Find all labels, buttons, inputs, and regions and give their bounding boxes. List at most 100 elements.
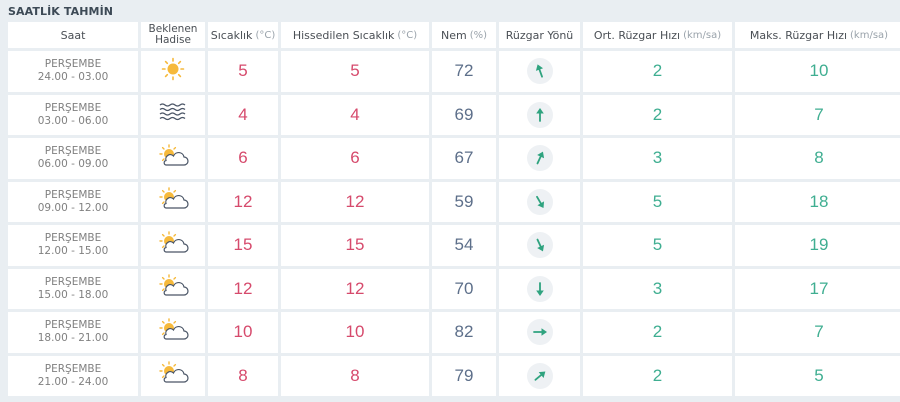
row-feels-like: 8 bbox=[281, 355, 429, 396]
wind-arrow-icon bbox=[535, 281, 544, 296]
row-humidity: 54 bbox=[432, 225, 496, 266]
row-day: PERŞEMBE bbox=[44, 362, 102, 375]
max-wind-value: 19 bbox=[809, 235, 829, 255]
header-sicaklik-label: Sıcaklık bbox=[210, 28, 253, 42]
header-ort-ruzgar: Ort. Rüzgar Hızı (km/sa) bbox=[583, 22, 732, 48]
header-sicaklik: Sıcaklık (°C) bbox=[208, 22, 278, 48]
max-wind-value: 7 bbox=[814, 322, 824, 342]
row-wind-direction bbox=[499, 181, 580, 222]
max-wind-value: 10 bbox=[809, 61, 829, 81]
header-hadise: Beklenen Hadise bbox=[141, 22, 205, 48]
header-ruzgar-yonu-label: Rüzgar Yönü bbox=[505, 28, 574, 42]
row-avg-wind: 5 bbox=[583, 225, 732, 266]
humidity-value: 72 bbox=[454, 61, 474, 81]
header-ort-ruzgar-label: Ort. Rüzgar Hızı bbox=[593, 28, 681, 42]
row-feels-like: 12 bbox=[281, 181, 429, 222]
row-temperature: 15 bbox=[208, 225, 278, 266]
max-wind-value: 17 bbox=[809, 278, 829, 298]
wind-direction-badge bbox=[526, 319, 553, 346]
feels-like-value: 15 bbox=[345, 235, 365, 255]
row-avg-wind: 2 bbox=[583, 355, 732, 396]
header-maks-ruzgar: Maks. Rüzgar Hızı (km/sa) bbox=[735, 22, 900, 48]
wind-direction-badge bbox=[526, 58, 553, 85]
row-temperature: 6 bbox=[208, 138, 278, 179]
row-max-wind: 19 bbox=[735, 225, 900, 266]
row-humidity: 79 bbox=[432, 355, 496, 396]
row-temperature: 10 bbox=[208, 312, 278, 353]
partly-cloudy-icon bbox=[156, 144, 190, 173]
row-wind-direction bbox=[499, 138, 580, 179]
row-time: PERŞEMBE 18.00 - 21.00 bbox=[8, 312, 138, 353]
temperature-value: 4 bbox=[238, 104, 248, 124]
row-day: PERŞEMBE bbox=[44, 58, 102, 71]
row-time-range: 24.00 - 03.00 bbox=[37, 71, 109, 84]
row-max-wind: 7 bbox=[735, 312, 900, 353]
avg-wind-value: 2 bbox=[652, 322, 663, 342]
wind-direction-badge bbox=[526, 188, 553, 215]
row-weather bbox=[141, 51, 205, 92]
row-max-wind: 7 bbox=[735, 94, 900, 135]
row-time-range: 09.00 - 12.00 bbox=[37, 201, 109, 214]
avg-wind-value: 3 bbox=[652, 148, 663, 168]
row-humidity: 67 bbox=[432, 138, 496, 179]
humidity-value: 67 bbox=[454, 148, 474, 168]
row-weather bbox=[141, 94, 205, 135]
header-maks-ruzgar-unit: (km/sa) bbox=[850, 29, 889, 41]
row-wind-direction bbox=[499, 225, 580, 266]
header-nem-unit: (%) bbox=[469, 29, 488, 41]
row-feels-like: 4 bbox=[281, 94, 429, 135]
row-day: PERŞEMBE bbox=[44, 232, 102, 245]
max-wind-value: 5 bbox=[814, 365, 824, 385]
avg-wind-value: 5 bbox=[652, 235, 663, 255]
section-title: SAATLİK TAHMİN bbox=[8, 5, 114, 18]
avg-wind-value: 2 bbox=[652, 61, 663, 81]
partly-cloudy-icon bbox=[156, 361, 190, 390]
row-avg-wind: 3 bbox=[583, 268, 732, 309]
row-feels-like: 12 bbox=[281, 268, 429, 309]
row-humidity: 72 bbox=[432, 51, 496, 92]
temperature-value: 12 bbox=[233, 278, 253, 298]
header-sicaklik-unit: (°C) bbox=[255, 29, 276, 41]
feels-like-value: 8 bbox=[350, 365, 360, 385]
temperature-value: 6 bbox=[238, 148, 248, 168]
temperature-value: 8 bbox=[238, 365, 248, 385]
wind-direction-badge bbox=[526, 145, 553, 172]
row-day: PERŞEMBE bbox=[44, 188, 102, 201]
row-weather bbox=[141, 355, 205, 396]
header-hissedilen: Hissedilen Sıcaklık (°C) bbox=[281, 22, 429, 48]
humidity-value: 54 bbox=[454, 235, 474, 255]
row-weather bbox=[141, 138, 205, 179]
row-humidity: 82 bbox=[432, 312, 496, 353]
max-wind-value: 8 bbox=[814, 148, 824, 168]
partly-cloudy-icon bbox=[156, 318, 190, 347]
wind-arrow-icon bbox=[536, 151, 544, 165]
feels-like-value: 10 bbox=[345, 322, 365, 342]
header-ruzgar-yonu: Rüzgar Yönü bbox=[499, 22, 580, 48]
row-max-wind: 5 bbox=[735, 355, 900, 396]
wind-arrow-icon bbox=[534, 371, 545, 381]
humidity-value: 70 bbox=[454, 278, 474, 298]
fog-icon bbox=[156, 100, 190, 129]
row-humidity: 59 bbox=[432, 181, 496, 222]
row-time: PERŞEMBE 03.00 - 06.00 bbox=[8, 94, 138, 135]
temperature-value: 10 bbox=[233, 322, 253, 342]
header-hissedilen-label: Hissedilen Sıcaklık bbox=[292, 28, 395, 42]
row-wind-direction bbox=[499, 268, 580, 309]
row-weather bbox=[141, 312, 205, 353]
hourly-forecast-table: Saat Beklenen Hadise Sıcaklık (°C) Hissed… bbox=[8, 22, 900, 396]
partly-cloudy-icon bbox=[156, 187, 190, 216]
temperature-value: 15 bbox=[233, 235, 253, 255]
row-temperature: 4 bbox=[208, 94, 278, 135]
row-day: PERŞEMBE bbox=[44, 145, 102, 158]
row-avg-wind: 2 bbox=[583, 312, 732, 353]
wind-arrow-icon bbox=[535, 64, 543, 78]
row-weather bbox=[141, 268, 205, 309]
row-temperature: 8 bbox=[208, 355, 278, 396]
wind-arrow-icon bbox=[535, 107, 544, 122]
row-temperature: 12 bbox=[208, 181, 278, 222]
max-wind-value: 18 bbox=[809, 191, 829, 211]
wind-arrow-icon bbox=[532, 328, 547, 337]
row-humidity: 69 bbox=[432, 94, 496, 135]
header-maks-ruzgar-label: Maks. Rüzgar Hızı bbox=[749, 28, 848, 42]
feels-like-value: 12 bbox=[345, 191, 365, 211]
